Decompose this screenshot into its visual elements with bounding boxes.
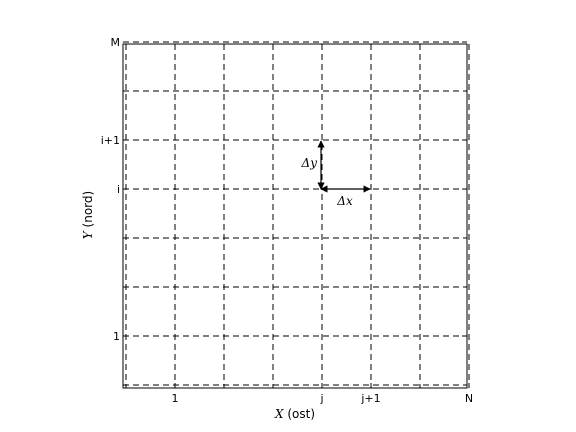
delta-x-label: Δx	[336, 194, 353, 208]
x-tick-label: j	[319, 392, 323, 405]
x-tick-label: N	[465, 392, 473, 405]
plot-frame	[122, 43, 468, 389]
y-tick-label: i+1	[101, 134, 120, 147]
tick-marks	[123, 41, 470, 388]
grid-lines	[123, 41, 470, 388]
y-tick-label: i	[117, 183, 120, 196]
delta-y-label: Δy	[301, 156, 318, 170]
x-axis-label: X (ost)	[274, 407, 315, 421]
y-tick-label: 1	[113, 330, 120, 343]
x-tick-label: j+1	[360, 392, 380, 405]
y-tick-label: M	[111, 36, 121, 49]
x-tick-label: 1	[172, 392, 179, 405]
y-axis-label: Y (nord)	[81, 191, 95, 239]
tick-labels: 1 j j+1 N Mi+1 i 1	[101, 36, 473, 405]
